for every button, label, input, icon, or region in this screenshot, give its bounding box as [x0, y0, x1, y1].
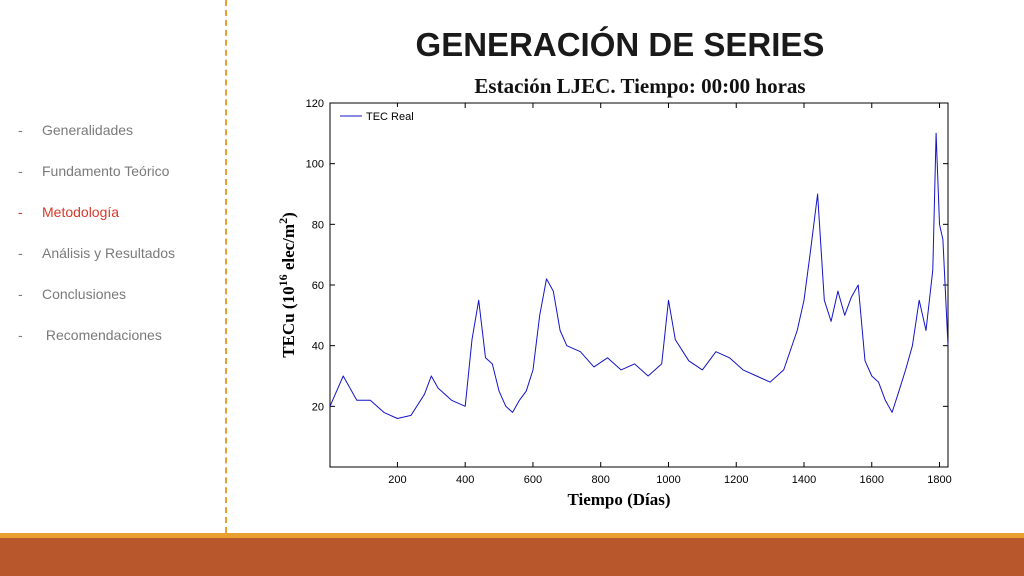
- legend-box: [334, 107, 426, 125]
- sidebar-item-label: Generalidades: [42, 122, 134, 138]
- footer-band: [0, 533, 1024, 576]
- y-tick-label: 20: [312, 401, 324, 413]
- sidebar-item-recomendaciones[interactable]: - Recomendaciones: [18, 327, 218, 368]
- slide-title: GENERACIÓN DE SERIES: [415, 26, 825, 63]
- sidebar-dash: -: [18, 122, 23, 138]
- sidebar-dash: -: [18, 327, 23, 343]
- tec-line-chart: 20 40 60 80 100 120 200 400 600 800 1000 1200 1400 16…: [276, 98, 952, 509]
- y-tick-label: 40: [312, 341, 324, 353]
- sidebar-item-label: Recomendaciones: [42, 327, 162, 343]
- series-line-tec-real: [329, 132, 949, 419]
- x-tick-label: 1200: [724, 474, 748, 486]
- sidebar-item-conclusiones[interactable]: - Conclusiones: [18, 286, 218, 327]
- sidebar-item-fundamento[interactable]: - Fundamento Teórico: [18, 163, 218, 204]
- y-tick-label: 60: [312, 280, 324, 292]
- chart-title: Estación LJEC. Tiempo: 00:00 horas: [474, 74, 806, 98]
- sidebar-item-label: Fundamento Teórico: [42, 163, 170, 179]
- plot-frame: [329, 102, 949, 468]
- sidebar-item-label: Conclusiones: [42, 286, 127, 302]
- y-tick-label: 80: [312, 219, 324, 231]
- y-axis-label: TECu (1016 elec/m2): [276, 212, 298, 358]
- x-tick-label: 1600: [860, 474, 884, 486]
- sidebar-item-generalidades[interactable]: - Generalidades: [18, 122, 218, 163]
- x-tick-label: 1400: [792, 474, 816, 486]
- x-tick-label: 600: [524, 474, 542, 486]
- sidebar-dash: -: [18, 245, 23, 261]
- x-axis-label: Tiempo (Días): [567, 490, 670, 509]
- x-tick-label: 800: [592, 474, 610, 486]
- y-tick-label: 100: [306, 159, 324, 171]
- sidebar-dash: -: [18, 163, 23, 179]
- y-tick-label: 120: [306, 98, 324, 110]
- chart-container: 20 40 60 80 100 120 200 400 600 800 1000 1200 1400 16…: [268, 95, 958, 515]
- sidebar-dash: -: [18, 204, 23, 220]
- legend-label: TEC Real: [366, 111, 414, 123]
- sidebar-nav: - Generalidades - Fundamento Teórico - M…: [18, 122, 218, 368]
- x-tick-label: 400: [456, 474, 474, 486]
- section-divider: [225, 0, 227, 533]
- sidebar-dash: -: [18, 286, 23, 302]
- x-tick-label: 1000: [656, 474, 680, 486]
- sidebar-item-label: Análisis y Resultados: [42, 245, 176, 261]
- x-tick-label: 1800: [927, 474, 951, 486]
- sidebar-item-analisis[interactable]: - Análisis y Resultados: [18, 245, 218, 286]
- sidebar-item-label: Metodología: [42, 204, 120, 220]
- sidebar-item-metodologia[interactable]: - Metodología: [18, 204, 218, 245]
- x-tick-label: 200: [388, 474, 406, 486]
